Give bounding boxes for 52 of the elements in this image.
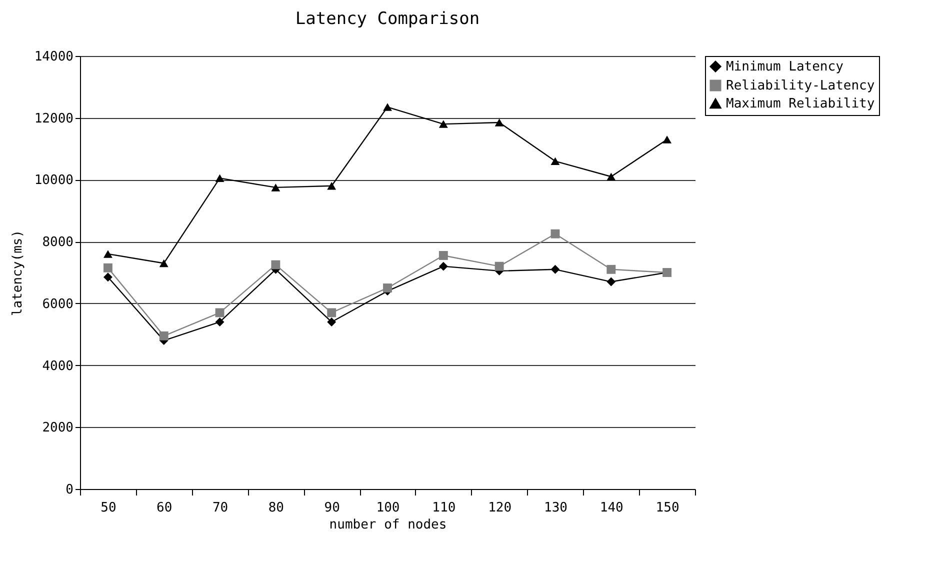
x-tick-label: 130 — [544, 500, 568, 516]
chart-title: Latency Comparison — [295, 9, 480, 29]
x-tick-label: 80 — [268, 500, 284, 516]
y-tick-label: 10000 — [34, 173, 74, 188]
point — [438, 120, 448, 128]
point — [438, 262, 448, 271]
point — [550, 157, 560, 166]
point — [103, 272, 112, 282]
point — [606, 264, 616, 274]
point — [550, 264, 560, 274]
point — [438, 251, 448, 260]
y-axis-title: latency(ms) — [10, 230, 26, 316]
x-tick-label: 100 — [376, 500, 400, 516]
x-tick-label: 140 — [600, 500, 624, 516]
y-tick-label: 0 — [66, 482, 74, 498]
point — [159, 331, 168, 340]
y-tick-label: 6000 — [42, 296, 74, 312]
point — [271, 260, 280, 270]
y-tick-label: 4000 — [42, 358, 74, 374]
y-tick-label: 8000 — [42, 235, 74, 250]
x-axis-title: number of nodes — [329, 518, 447, 532]
x-tick-label: 90 — [324, 500, 340, 516]
point — [215, 174, 224, 182]
point — [494, 262, 504, 271]
point — [327, 308, 336, 318]
point — [606, 172, 616, 180]
point — [327, 182, 336, 190]
point — [550, 229, 560, 238]
point — [662, 136, 672, 144]
x-tick-label: 70 — [212, 500, 228, 516]
y-tick-label: 14000 — [34, 50, 74, 64]
point — [383, 103, 392, 111]
legend-label: Maximum Reliability — [726, 96, 875, 112]
point — [383, 283, 392, 292]
point — [494, 118, 504, 126]
point — [103, 263, 112, 272]
point — [159, 259, 168, 268]
x-tick-label: 120 — [488, 500, 512, 516]
legend-label: Minimum Latency — [726, 60, 844, 74]
x-tick-label: 50 — [100, 500, 116, 516]
point — [271, 184, 280, 192]
point — [215, 318, 224, 326]
x-tick-label: 110 — [432, 500, 456, 516]
point — [327, 318, 336, 326]
legend-label: Reliability-Latency — [726, 78, 875, 94]
y-tick-label: 12000 — [34, 111, 74, 126]
point — [103, 250, 112, 258]
y-tick-label: 2000 — [42, 420, 74, 436]
point — [215, 308, 224, 318]
x-tick-label: 150 — [656, 500, 680, 516]
point — [606, 277, 616, 286]
x-tick-label: 60 — [156, 500, 172, 516]
